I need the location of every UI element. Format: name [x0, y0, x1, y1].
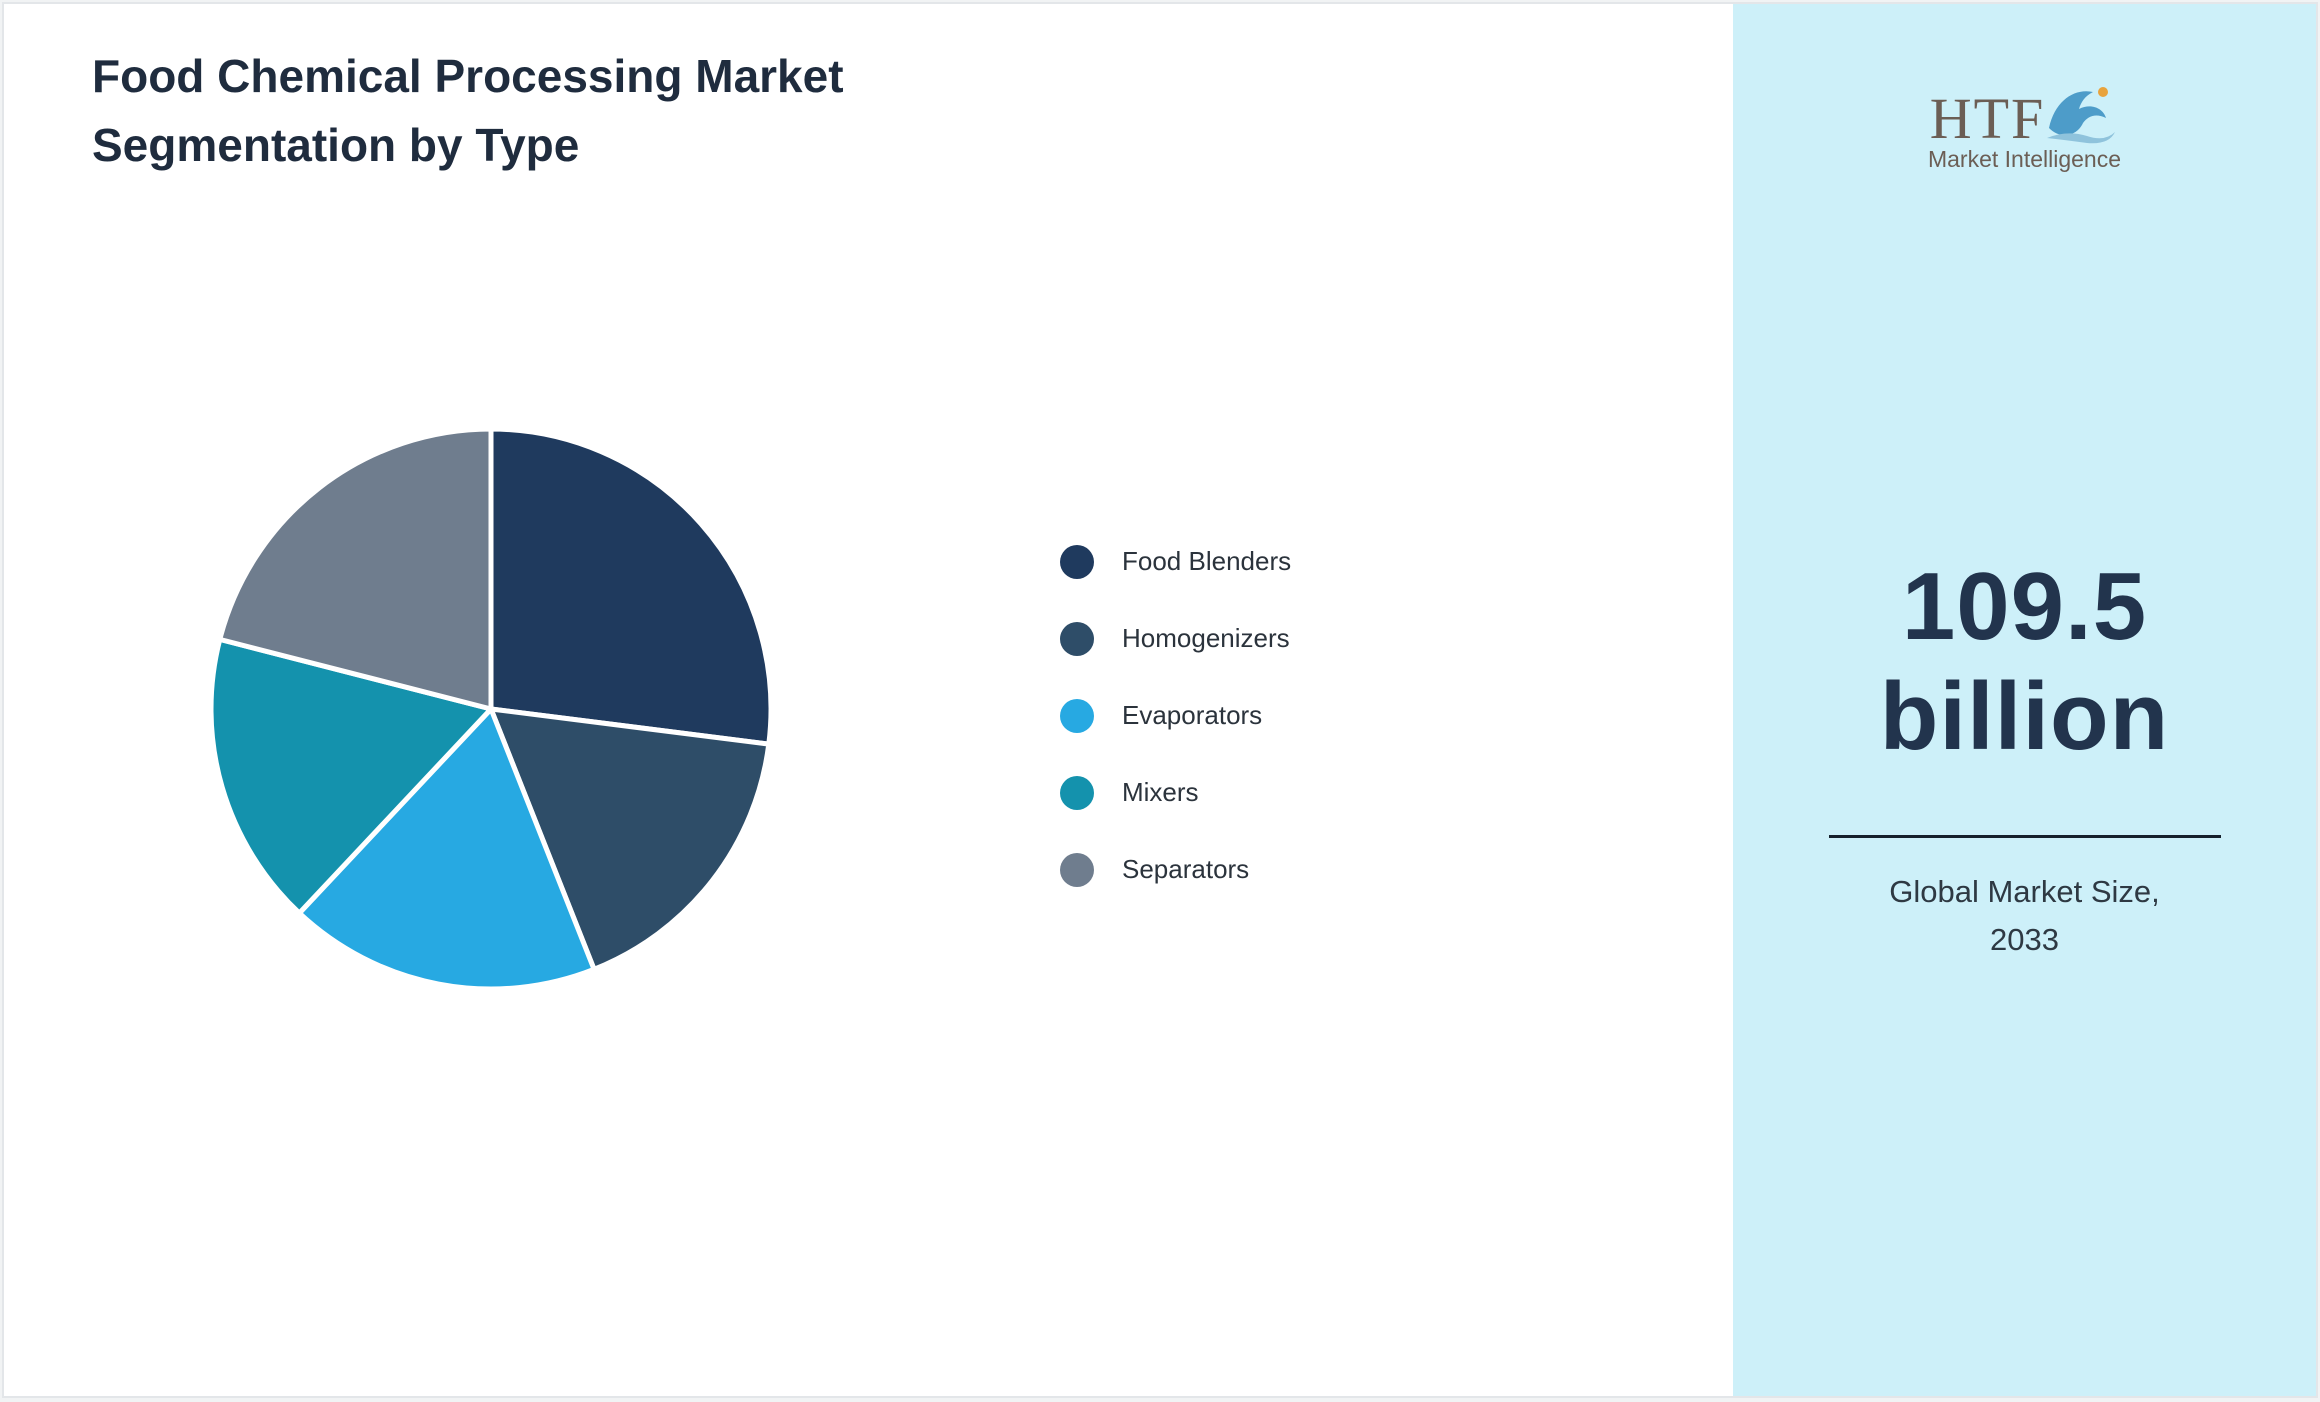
pie-slice-food-blenders [488, 426, 774, 747]
market-size-caption: Global Market Size, 2033 [1733, 868, 2316, 964]
legend: Food Blenders Homogenizers Evaporators Mixe… [1060, 523, 1291, 908]
legend-label: Homogenizers [1122, 623, 1290, 653]
market-size-unit: billion [1879, 663, 2170, 771]
legend-item: Food Blenders [1060, 523, 1291, 600]
page-title-line2: Segmentation by Type [92, 119, 580, 171]
htf-logo: HTF Market Intelligence [1733, 86, 2316, 173]
legend-swatch [1060, 852, 1094, 887]
htf-logo-subtext: Market Intelligence [1927, 146, 2122, 172]
market-size-caption-line1: Global Market Size, [1889, 873, 2160, 909]
legend-swatch [1060, 544, 1094, 579]
pie-slice-homogenizers [488, 706, 772, 972]
htf-logo-text: HTF [1929, 86, 2046, 151]
dolphin-icon [2047, 87, 2116, 144]
market-size-caption-line2: 2033 [1990, 921, 2059, 957]
pie-slice-separators [217, 426, 494, 712]
legend-swatch [1060, 698, 1094, 733]
legend-label: Evaporators [1122, 700, 1263, 730]
legend-label: Separators [1122, 854, 1250, 884]
legend-item: Homogenizers [1060, 600, 1291, 677]
divider-line [1828, 834, 2221, 838]
legend-swatch [1060, 621, 1094, 656]
pie-slice-mixers [208, 636, 494, 916]
legend-item: Evaporators [1060, 677, 1291, 754]
legend-item: Separators [1060, 831, 1291, 908]
page-title-line1: Food Chemical Processing Market [92, 50, 844, 102]
legend-swatch [1060, 775, 1094, 810]
htf-logo-row: HTF [1929, 86, 2120, 151]
pie-chart-svg [208, 426, 774, 992]
legend-label: Mixers [1122, 777, 1199, 807]
pie-chart [202, 420, 780, 998]
market-size-block: 109.5 billion Global Market Size, 2033 [1733, 552, 2316, 964]
market-size-value: 109.5 [1901, 553, 2148, 660]
legend-label: Food Blenders [1122, 546, 1292, 576]
page-title: Food Chemical Processing Market Segmenta… [92, 42, 844, 180]
sidebar: HTF Market Intelligence 109.5 billion Gl… [1733, 4, 2316, 1396]
pie-slice-evaporators [296, 706, 597, 992]
legend-item: Mixers [1060, 754, 1291, 831]
